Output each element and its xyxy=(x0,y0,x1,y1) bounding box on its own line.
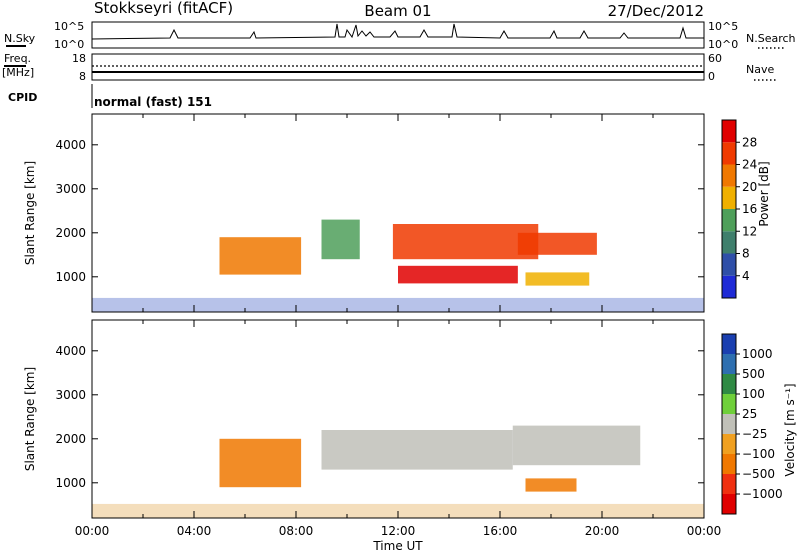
velocity-xtick-label: 20:00 xyxy=(585,524,620,538)
colorbar-swatch xyxy=(722,494,736,514)
nave-label: Nave xyxy=(746,63,774,76)
colorbar-swatch xyxy=(722,474,736,494)
velocity-region xyxy=(512,425,641,466)
velocity-xtick-label: 16:00 xyxy=(483,524,518,538)
colorbar-tick-label: 12 xyxy=(742,224,757,238)
colorbar-tick-label: 28 xyxy=(742,135,757,149)
freq-panel: Freq. [MHz] 18 8 60 0 Nave xyxy=(2,52,776,83)
velocity-xtick-label: 00:00 xyxy=(75,524,110,538)
colorbar-tick-label: 1000 xyxy=(742,347,773,361)
velocity-colorbar: −1000 −500 −100 −25 25 100 500 1000 Velocity [m… xyxy=(721,333,797,515)
colorbar-swatch xyxy=(722,434,736,454)
velocity-region xyxy=(219,438,302,488)
velocity-panel: 1000 2000 3000 4000 00:00 04:00 08:00 12:00 16:… xyxy=(23,319,722,553)
nsky-panel: N.Sky 10^5 10^0 10^5 10^0 N.Search xyxy=(4,20,796,51)
power-colorbar: 4 8 12 16 20 24 28 Power [dB] xyxy=(721,119,771,299)
power-region xyxy=(517,232,597,255)
beam-title: Beam 01 xyxy=(364,2,431,20)
station-title: Stokkseyri (fitACF) xyxy=(94,0,233,17)
velocity-ytick-label: 2000 xyxy=(55,432,86,446)
velocity-ytick-label: 1000 xyxy=(55,476,86,490)
colorbar-swatch xyxy=(722,414,736,434)
power-region xyxy=(219,237,302,275)
nsky-label: N.Sky xyxy=(4,32,36,45)
colorbar-swatch xyxy=(722,186,736,209)
colorbar-swatch xyxy=(722,394,736,414)
velocity-xticks: 00:00 04:00 08:00 12:00 16:00 20:00 00:00 xyxy=(75,524,722,538)
power-ytick-label: 4000 xyxy=(55,138,86,152)
colorbar-swatch xyxy=(722,120,736,143)
freq-tick-bottom: 8 xyxy=(79,70,86,83)
colorbar-frame xyxy=(721,333,737,515)
velocity-xtick-label: 04:00 xyxy=(177,524,212,538)
power-yticks: 1000 2000 3000 4000 xyxy=(55,138,704,284)
velocity-ytick-label: 4000 xyxy=(55,344,86,358)
colorbar-swatch xyxy=(722,374,736,394)
power-region xyxy=(392,224,539,260)
nave-tick-top: 60 xyxy=(708,52,722,65)
velocity-region xyxy=(525,478,577,492)
colorbar-swatch xyxy=(722,142,736,165)
freq-label-line1: Freq. xyxy=(4,52,31,65)
velocity-frame xyxy=(91,319,705,519)
velocity-ytick-label: 3000 xyxy=(55,388,86,402)
velocity-xtick-label: 08:00 xyxy=(279,524,314,538)
power-frame xyxy=(91,113,705,313)
nsky-tick-bottom-left: 10^0 xyxy=(54,38,84,51)
power-colorbar-label: Power [dB] xyxy=(757,161,771,226)
velocity-xlabel: Time UT xyxy=(372,539,423,553)
nsky-tick-top-left: 10^5 xyxy=(54,20,84,33)
date-title: 27/Dec/2012 xyxy=(608,2,704,20)
nave-tick-bottom: 0 xyxy=(708,70,715,83)
nsky-tick-top-right: 10^5 xyxy=(708,20,738,33)
velocity-marks xyxy=(91,320,705,518)
colorbar-swatch xyxy=(722,334,736,354)
colorbar-tick-label: 100 xyxy=(742,387,765,401)
velocity-xtick-label: 12:00 xyxy=(381,524,416,538)
velocity-ylabel: Slant Range [km] xyxy=(23,367,37,471)
power-ytick-label: 3000 xyxy=(55,182,86,196)
power-ytick-label: 1000 xyxy=(55,270,86,284)
power-region xyxy=(525,272,590,286)
colorbar-tick-label: 20 xyxy=(742,180,757,194)
colorbar-tick-label: −100 xyxy=(742,447,775,461)
colorbar-tick-label: 500 xyxy=(742,367,765,381)
colorbar-swatch xyxy=(722,275,736,298)
power-ylabel: Slant Range [km] xyxy=(23,161,37,265)
colorbar-tick-label: −25 xyxy=(742,427,767,441)
colorbar-swatch xyxy=(722,253,736,276)
colorbar-tick-label: −500 xyxy=(742,467,775,481)
colorbar-swatch xyxy=(722,454,736,474)
power-region xyxy=(398,265,518,284)
colorbar-tick-label: 16 xyxy=(742,202,757,216)
velocity-yticks: 1000 2000 3000 4000 xyxy=(55,344,704,490)
power-region xyxy=(321,219,360,260)
velocity-colorbar-label: Velocity [m s⁻¹] xyxy=(783,383,797,476)
colorbar-tick-label: 25 xyxy=(742,407,757,421)
nsky-trace xyxy=(91,23,704,40)
freq-tick-top: 18 xyxy=(72,52,86,65)
nsky-frame xyxy=(91,21,705,49)
power-ytick-label: 2000 xyxy=(55,226,86,240)
velocity-region xyxy=(321,430,513,470)
nsky-tick-bottom-right: 10^0 xyxy=(708,38,738,51)
colorbar-tick-label: −1000 xyxy=(742,487,783,501)
colorbar-tick-label: 8 xyxy=(742,247,750,261)
colorbar-swatch xyxy=(722,209,736,232)
cpid-mode: normal (fast) 151 xyxy=(94,95,212,109)
colorbar-tick-label: 4 xyxy=(742,269,750,283)
freq-frame xyxy=(91,53,705,81)
colorbar-swatch xyxy=(722,164,736,187)
colorbar-swatch xyxy=(722,231,736,254)
power-panel: 1000 2000 3000 4000 Slant Range [km] xyxy=(23,113,705,313)
colorbar-swatch xyxy=(722,354,736,374)
velocity-xtick-label: 00:00 xyxy=(687,524,722,538)
freq-label-line2: [MHz] xyxy=(2,66,34,79)
nsearch-label: N.Search xyxy=(746,32,796,45)
power-marks xyxy=(91,114,705,312)
cpid-label: CPID xyxy=(8,91,37,104)
colorbar-tick-label: 24 xyxy=(742,158,757,172)
